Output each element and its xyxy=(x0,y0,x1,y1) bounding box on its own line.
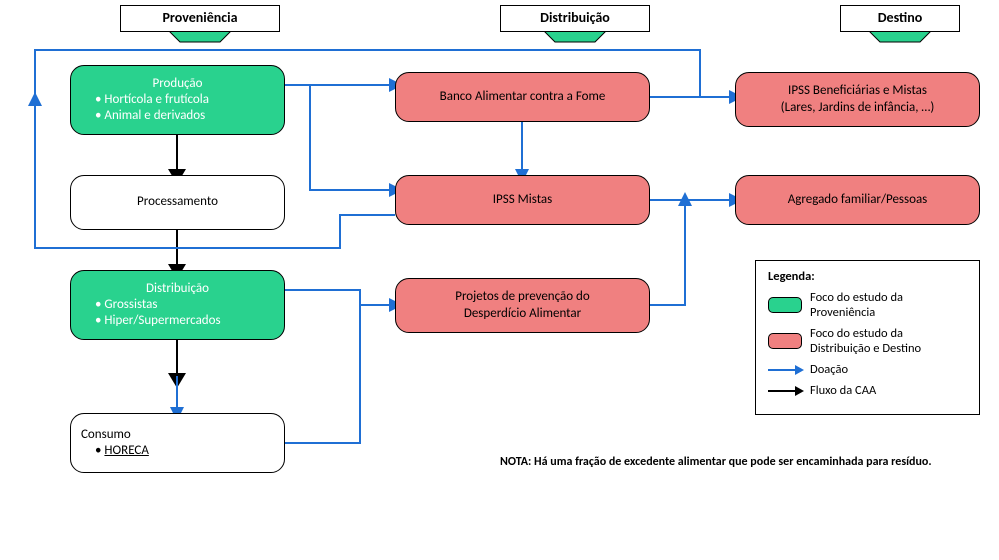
header-label: Destino xyxy=(878,9,923,26)
legend-item: Fluxo da CAA xyxy=(768,383,967,398)
legend-item: Foco do estudo daProveniência xyxy=(768,290,967,320)
node-title: Distribuição xyxy=(146,281,209,297)
node-projetos: Projetos de prevenção doDesperdício Alim… xyxy=(395,278,650,333)
node-bullet: Hortícola e frutícola xyxy=(81,92,274,108)
node-distribuicao_node: DistribuiçãoGrossistasHiper/Supermercado… xyxy=(70,270,285,340)
node-bullet: Animal e derivados xyxy=(81,108,274,124)
column-header-proveniencia: Proveniência xyxy=(120,5,280,32)
column-header-distribuicao: Distribuição xyxy=(500,5,650,32)
header-label: Distribuição xyxy=(540,9,610,26)
legend-text: Foco do estudo daDistribuição e Destino xyxy=(810,326,921,356)
node-ipss_mistas: IPSS Mistas xyxy=(395,175,650,225)
legend-item: Doação xyxy=(768,362,967,377)
node-consumo: ConsumoHORECA xyxy=(70,413,285,473)
node-title: IPSS Beneficiárias e Mistas xyxy=(788,83,927,99)
footnote: NOTA: Há uma fração de excedente aliment… xyxy=(500,455,932,469)
node-producao: ProduçãoHortícola e frutícolaAnimal e de… xyxy=(70,65,285,135)
footnote-text: NOTA: Há uma fração de excedente aliment… xyxy=(500,455,932,469)
legend-box: Legenda: Foco do estudo daProveniência F… xyxy=(755,260,980,415)
node-title: Agregado familiar/Pessoas xyxy=(788,192,928,208)
node-title: IPSS Mistas xyxy=(493,192,552,208)
node-title: Produção xyxy=(152,76,202,92)
legend-text: Foco do estudo daProveniência xyxy=(810,290,903,320)
node-bullet: HORECA xyxy=(81,443,274,459)
legend-swatch xyxy=(768,297,802,313)
legend-swatch xyxy=(768,333,802,349)
node-ipss_benef: IPSS Beneficiárias e Mistas(Lares, Jardi… xyxy=(735,72,980,127)
flowchart-canvas: Proveniência Distribuição Destino Produç… xyxy=(0,0,999,560)
legend-item: Foco do estudo daDistribuição e Destino xyxy=(768,326,967,356)
node-title: Processamento xyxy=(137,194,218,210)
node-subtitle: Desperdício Alimentar xyxy=(464,306,581,322)
header-label: Proveniência xyxy=(162,9,237,26)
node-banco: Banco Alimentar contra a Fome xyxy=(395,72,650,122)
node-agregado: Agregado familiar/Pessoas xyxy=(735,175,980,225)
legend-title: Legenda: xyxy=(768,269,967,284)
node-title: Consumo xyxy=(81,427,131,443)
legend-text: Fluxo da CAA xyxy=(810,383,876,398)
legend-text: Doação xyxy=(810,362,848,377)
node-bullet: Grossistas xyxy=(81,297,274,313)
node-processamento: Processamento xyxy=(70,175,285,230)
column-header-destino: Destino xyxy=(840,5,960,32)
node-subtitle: (Lares, Jardins de infância, …) xyxy=(781,100,935,116)
node-title: Projetos de prevenção do xyxy=(455,289,589,305)
node-title: Banco Alimentar contra a Fome xyxy=(440,89,606,105)
node-bullet: Hiper/Supermercados xyxy=(81,313,274,329)
legend-arrow xyxy=(768,369,802,371)
legend-arrow xyxy=(768,390,802,392)
